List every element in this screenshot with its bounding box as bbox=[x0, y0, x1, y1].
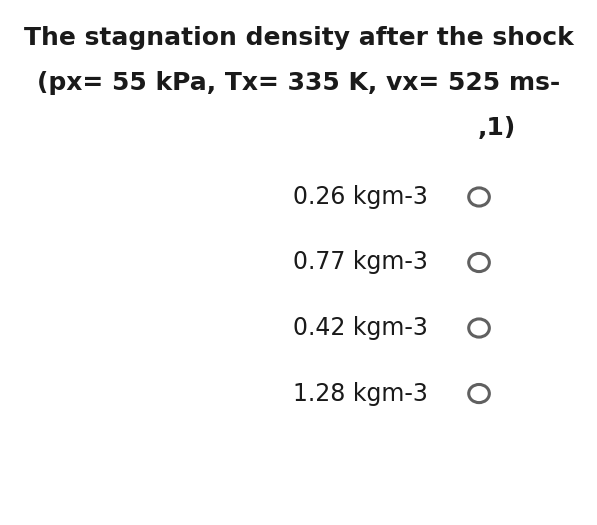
Text: 0.26 kgm-3: 0.26 kgm-3 bbox=[293, 185, 427, 209]
Text: 1.28 kgm-3: 1.28 kgm-3 bbox=[293, 382, 427, 405]
Text: The stagnation density after the shock: The stagnation density after the shock bbox=[24, 26, 573, 50]
Text: ,1): ,1) bbox=[478, 117, 516, 140]
Text: 0.42 kgm-3: 0.42 kgm-3 bbox=[293, 316, 427, 340]
Text: 0.77 kgm-3: 0.77 kgm-3 bbox=[293, 250, 427, 275]
Text: (px= 55 kPa, Tx= 335 K, vx= 525 ms-: (px= 55 kPa, Tx= 335 K, vx= 525 ms- bbox=[37, 71, 560, 95]
